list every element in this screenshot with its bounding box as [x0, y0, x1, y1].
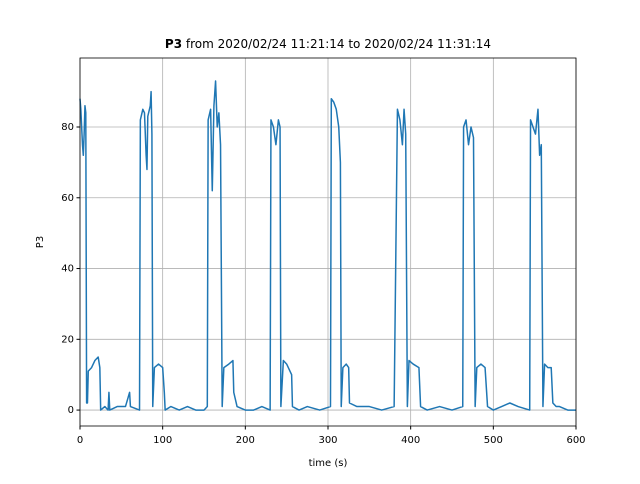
x-tick-label: 200 — [236, 435, 255, 446]
y-tick-label: 80 — [61, 122, 74, 133]
y-tick-label: 0 — [68, 405, 74, 416]
x-tick-label: 300 — [318, 435, 337, 446]
y-tick-label: 40 — [61, 264, 74, 275]
x-tick-label: 400 — [401, 435, 420, 446]
y-tick-label: 60 — [61, 193, 74, 204]
data-line — [79, 80, 576, 411]
x-tick-label: 500 — [484, 435, 503, 446]
title-bold: P3 — [165, 37, 182, 51]
y-axis-label: P3 — [35, 236, 46, 248]
chart-title: P3 from 2020/02/24 11:21:14 to 2020/02/2… — [165, 37, 491, 51]
plot-frame — [79, 57, 577, 427]
x-axis-label: time (s) — [309, 458, 348, 469]
x-tick-label: 600 — [566, 435, 585, 446]
x-tick-label: 0 — [77, 435, 83, 446]
title-text: from 2020/02/24 11:21:14 to 2020/02/24 1… — [186, 37, 491, 51]
x-tick-label: 100 — [153, 435, 172, 446]
y-tick-label: 20 — [61, 334, 74, 345]
